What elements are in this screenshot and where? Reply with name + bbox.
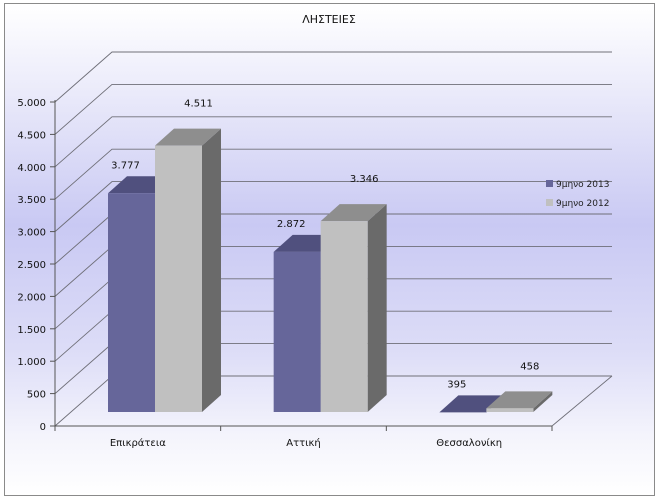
legend: 9μηνο 2013 9μηνο 2012 <box>546 180 609 209</box>
legend-label: 9μηνο 2012 <box>556 199 609 209</box>
bar-2012: 3.346 <box>320 174 387 412</box>
gridline <box>54 148 612 200</box>
value-label: 458 <box>520 361 539 372</box>
chart-title: ΛΗΣΤΕΙΕΣ <box>302 13 356 26</box>
gridline <box>54 83 612 135</box>
bar-front <box>108 193 155 412</box>
legend-swatch <box>546 180 553 187</box>
floor-edge <box>551 375 613 427</box>
y-tick-label: 3.500 <box>17 195 46 206</box>
bar-2012: 458 <box>486 361 553 412</box>
bar-side <box>367 204 387 412</box>
y-tick-label: 1.500 <box>17 325 46 336</box>
axes: 0 500 1.000 1.500 2.000 2.500 3.000 3.500 4.000 4… <box>17 98 553 449</box>
bar-top <box>486 391 553 409</box>
value-label: 395 <box>447 379 466 390</box>
bar-side <box>202 128 221 412</box>
category-label: Θεσσαλονίκη <box>436 437 502 449</box>
bar-top <box>320 204 387 222</box>
category-label: Αττική <box>286 437 321 449</box>
value-label: 3.777 <box>111 160 140 171</box>
y-tick-label: 2.000 <box>17 292 46 303</box>
y-tick-label: 2.500 <box>17 260 46 271</box>
value-label: 4.511 <box>184 99 213 110</box>
bar-front <box>155 145 202 412</box>
y-tick-label: 4.000 <box>17 163 46 174</box>
gridlines <box>54 51 613 427</box>
value-label: 3.346 <box>350 174 379 185</box>
bar-front <box>486 408 534 412</box>
legend-swatch <box>546 199 553 206</box>
category-label: Επικράτεια <box>110 437 166 449</box>
y-tick-label: 1.000 <box>17 357 46 368</box>
value-label: 2.872 <box>277 219 306 230</box>
bar-front <box>320 221 368 412</box>
bars: 3.777 4.511 2.872 3.346 395 458 <box>108 99 553 413</box>
y-tick-label: 0 <box>40 422 46 433</box>
bar-2012: 4.511 <box>155 99 221 412</box>
y-tick-label: 5.000 <box>17 98 46 109</box>
gridline <box>54 51 612 103</box>
bar-side <box>533 391 553 412</box>
gridline <box>54 116 612 168</box>
y-tick-label: 4.500 <box>17 130 46 141</box>
y-tick-label: 3.000 <box>17 228 46 239</box>
gridline <box>54 181 612 232</box>
bar-top <box>155 128 221 146</box>
legend-label: 9μηνο 2013 <box>556 180 609 190</box>
bar-front <box>273 251 321 412</box>
y-tick-label: 500 <box>27 390 46 401</box>
